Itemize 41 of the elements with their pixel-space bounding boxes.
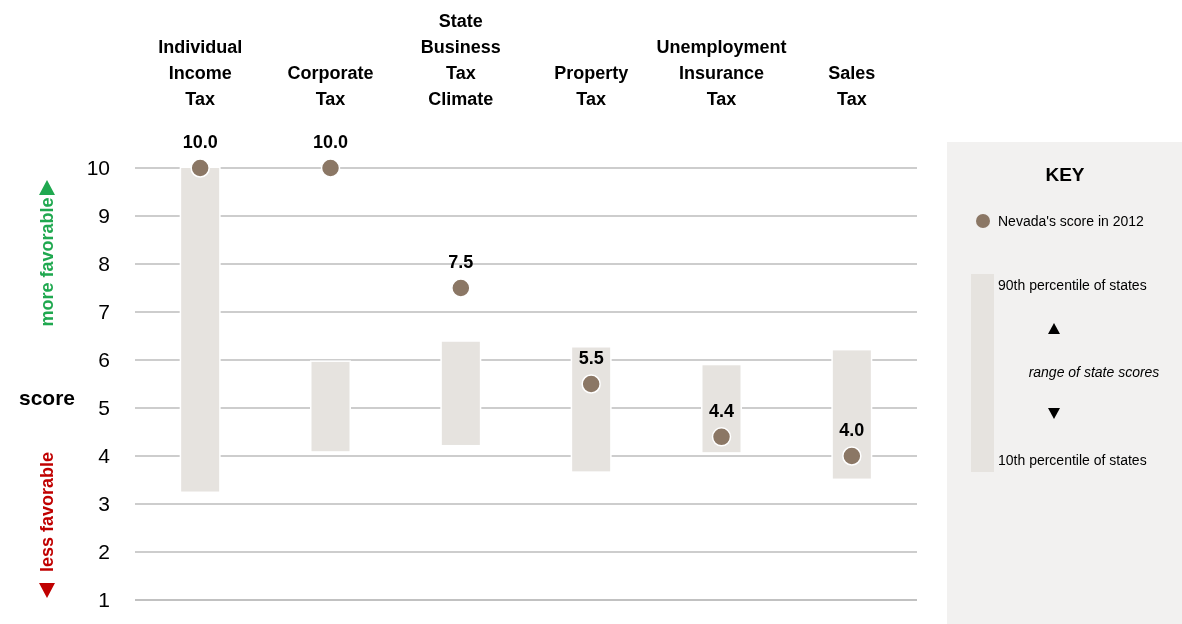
bar: [440, 340, 482, 447]
x-tick-label: Property Tax: [554, 63, 629, 109]
y-tick-label: 5: [98, 396, 110, 420]
point: [842, 446, 862, 466]
bar: [701, 363, 742, 454]
y-tick-label: 9: [98, 204, 110, 228]
x-tick-label: Corporate Tax: [287, 63, 374, 109]
point: [320, 158, 341, 178]
x-tick-label: State Business Tax Climate: [420, 11, 501, 109]
y-tick-label: 3: [98, 492, 110, 516]
bar: [310, 360, 351, 453]
y-axis-title: score: [18, 386, 76, 410]
data-label: 5.5: [578, 348, 604, 368]
data-label: 10.0: [182, 132, 218, 152]
text: more favorable: [37, 197, 58, 327]
bar: [831, 348, 873, 481]
x-tick-label: Sales Tax: [828, 63, 876, 109]
data-label: 4.0: [839, 420, 865, 440]
y-tick-label: 2: [98, 540, 110, 564]
y-tick-label: 4: [98, 444, 111, 468]
point: [581, 374, 601, 394]
bar: [570, 346, 612, 473]
data-label: 4.4: [708, 400, 735, 421]
y-tick-label: 7: [98, 300, 110, 324]
y-tick-label: 8: [98, 252, 110, 276]
text: 90th percentile of states: [998, 276, 1147, 293]
y-tick-label: 6: [98, 348, 110, 372]
data-label: 7.5: [448, 252, 474, 272]
y-tick-label: 10: [86, 156, 110, 180]
x-tick-label: Unemployment Insurance Tax: [656, 37, 787, 109]
point: [451, 278, 471, 298]
point: [190, 158, 210, 178]
text: range of state scores: [1028, 363, 1160, 380]
point: [711, 427, 732, 447]
text: 10th percentile of states: [998, 451, 1147, 468]
legend-label: Nevada's score in 2012: [998, 212, 1145, 229]
text: less favorable: [37, 451, 58, 573]
legend-title: KEY: [1045, 164, 1085, 185]
y-tick-label: 1: [98, 588, 110, 612]
x-tick-label: Individual Income Tax: [158, 37, 243, 109]
data-label: 10.0: [312, 132, 349, 152]
